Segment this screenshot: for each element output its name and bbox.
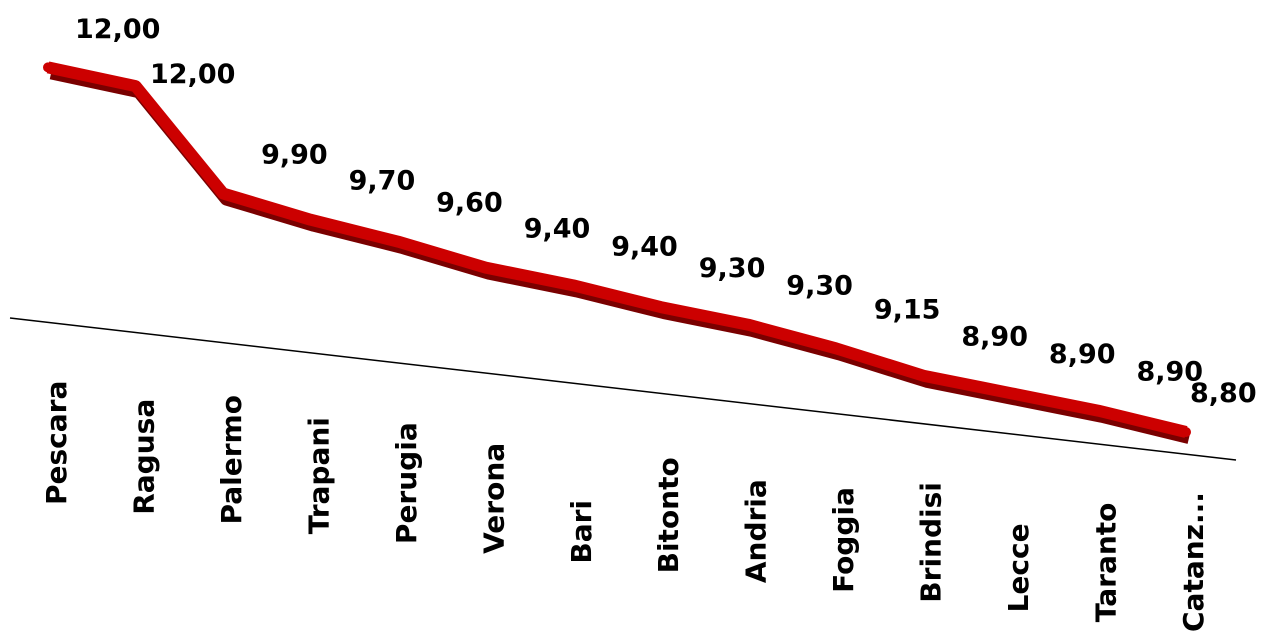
category-label: Lecce <box>1002 523 1035 612</box>
category-label: Bitonto <box>652 457 685 573</box>
data-point <box>43 62 53 73</box>
category-label: Andria <box>740 479 773 583</box>
data-point <box>393 236 404 247</box>
category-label: Verona <box>477 443 510 554</box>
data-point <box>130 81 141 92</box>
category-label: Palermo <box>215 395 248 524</box>
category-label: Trapani <box>302 417 335 534</box>
data-point <box>218 188 229 199</box>
data-point <box>743 319 754 330</box>
data-point <box>1005 388 1016 399</box>
data-point <box>305 214 316 225</box>
data-point <box>480 262 491 273</box>
value-label: 8,90 <box>961 322 1028 353</box>
value-label: 9,40 <box>524 214 591 245</box>
data-point <box>918 370 929 381</box>
value-label: 12,00 <box>75 14 160 45</box>
value-labels: 12,00 12,00 9,90 9,70 9,60 9,40 9,40 9,30 9,30 9,… <box>75 14 1257 409</box>
value-label: 9,15 <box>874 294 941 325</box>
category-label: Ragusa <box>127 399 160 515</box>
data-point <box>830 343 841 354</box>
value-label: 9,30 <box>786 271 853 302</box>
value-label: 9,70 <box>349 166 416 197</box>
value-label: 12,00 <box>150 59 235 90</box>
category-label: Foggia <box>827 487 860 593</box>
category-label: Pescara <box>40 381 73 505</box>
category-label: Bari <box>565 500 598 564</box>
category-labels: Pescara Ragusa Palermo Trapani Perugia Verona… <box>40 381 1210 632</box>
series-layer <box>43 61 1191 444</box>
value-label: 8,80 <box>1190 378 1257 409</box>
data-point <box>568 280 579 291</box>
value-label: 9,60 <box>436 188 503 219</box>
value-label: 8,90 <box>1049 339 1116 370</box>
value-label: 9,90 <box>261 139 328 170</box>
value-label: 9,40 <box>611 231 678 262</box>
category-label: Perugia <box>390 422 423 544</box>
value-label: 9,30 <box>699 253 766 284</box>
category-label: Taranto <box>1090 503 1123 623</box>
x-axis-line <box>9 317 1237 461</box>
value-label: 8,90 <box>1136 357 1203 388</box>
category-label: Catanz... <box>1177 492 1210 632</box>
data-point <box>655 302 666 313</box>
category-label: Brindisi <box>915 482 948 603</box>
series-line <box>46 61 1188 438</box>
data-point <box>1181 427 1191 437</box>
data-point <box>1093 405 1104 416</box>
